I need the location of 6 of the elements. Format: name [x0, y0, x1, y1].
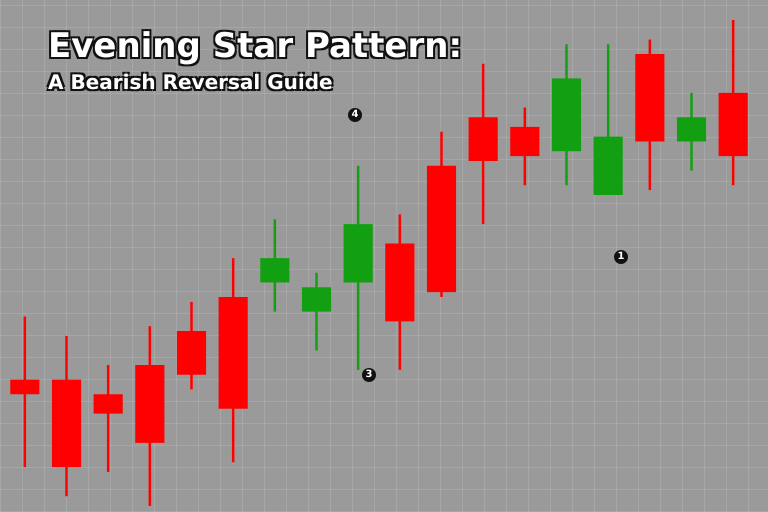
chart-title: Evening Star Pattern:	[48, 26, 462, 66]
annotation: 3	[362, 368, 376, 382]
annotation: 1	[614, 250, 628, 264]
annotation: 4	[348, 108, 362, 122]
text: A Bearish Reversal Guide	[48, 70, 333, 94]
candlestick	[10, 316, 40, 468]
